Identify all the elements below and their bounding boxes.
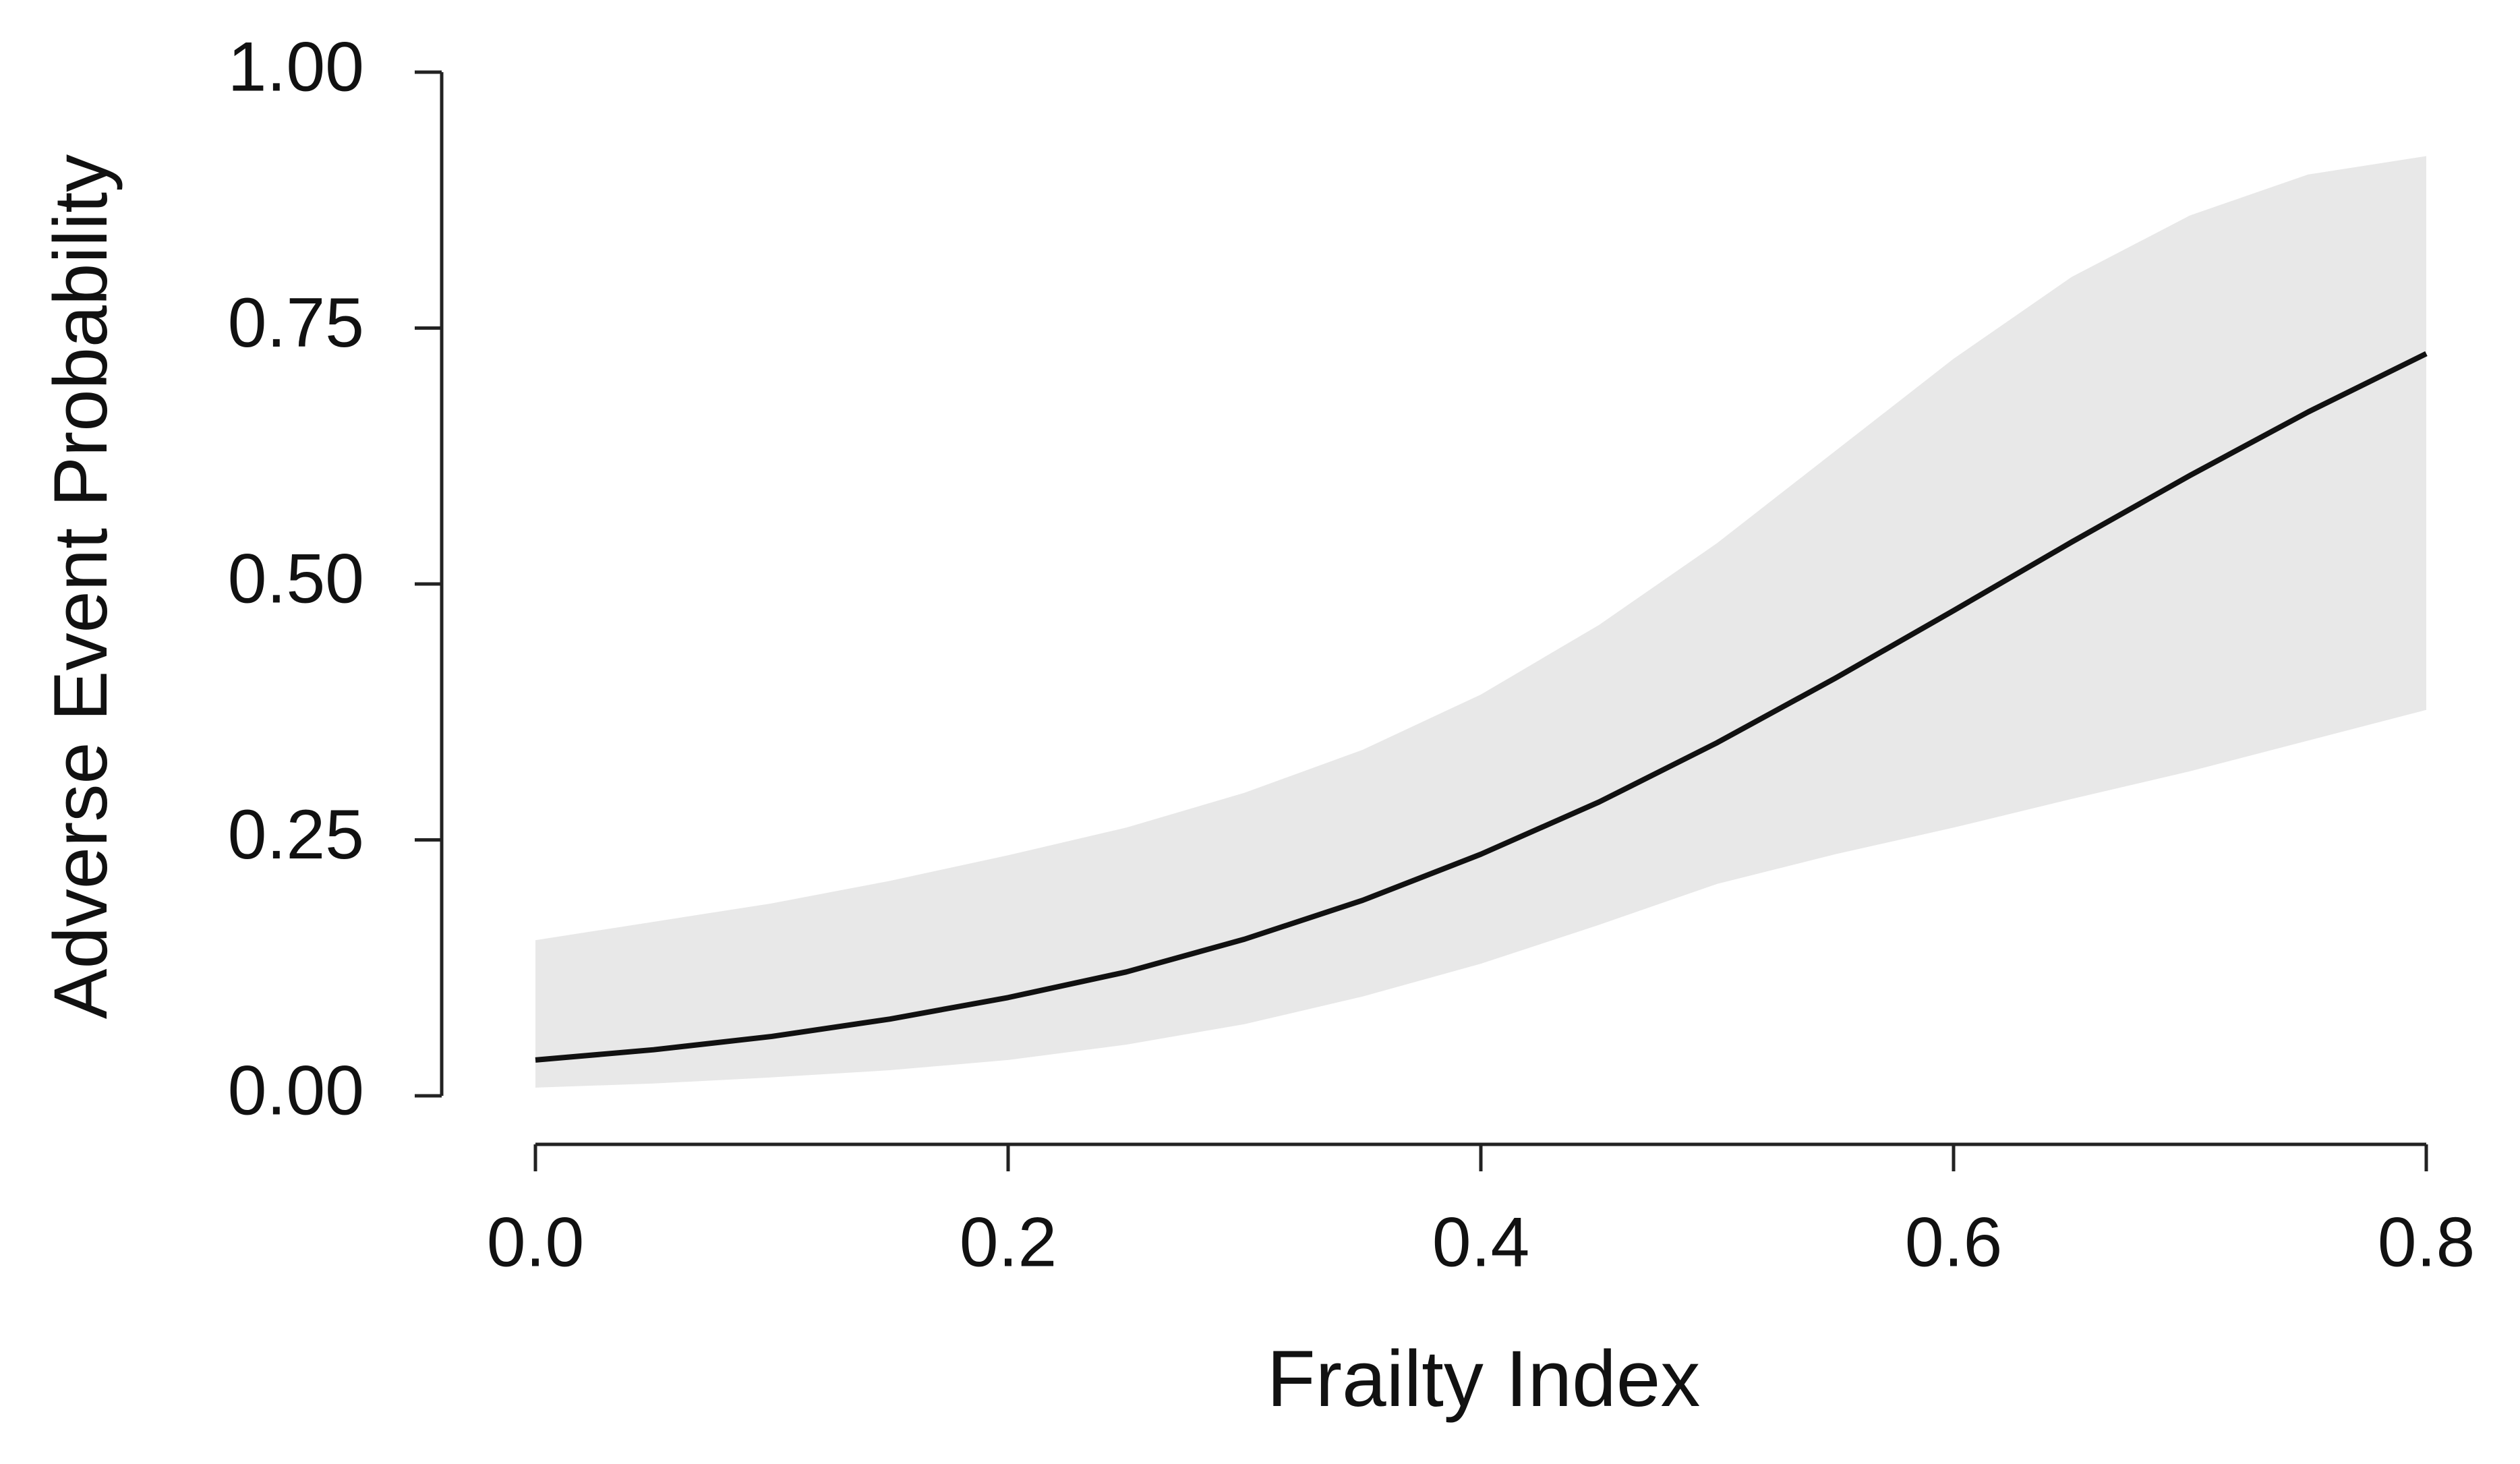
x-tick-label: 0.0 (487, 1203, 585, 1281)
line (535, 351, 2428, 1063)
x-tick-label: 0.2 (960, 1203, 1057, 1281)
y-tick-label: 0.50 (228, 539, 364, 618)
x-tick-label: 0.8 (2378, 1203, 2475, 1281)
y-tick-label: 0.00 (228, 1051, 364, 1130)
confidence-band (535, 156, 2426, 1088)
y-tick-label: 0.25 (228, 796, 364, 874)
y-axis-label: Adverse Event Probability (38, 154, 123, 1019)
y-tick-label: 0.75 (228, 284, 364, 362)
x-tick-label: 0.6 (1905, 1203, 2003, 1281)
x-axis-label: Frailty Index (1267, 1335, 1701, 1424)
y-tick-label: 1.00 (228, 28, 364, 106)
x-tick-label: 0.4 (1432, 1203, 1530, 1281)
